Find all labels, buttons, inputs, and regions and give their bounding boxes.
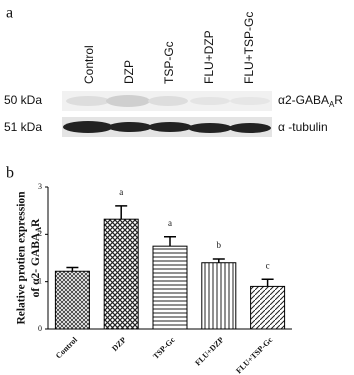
x-tick-label: Control (54, 335, 80, 361)
error-bar (115, 205, 128, 220)
annotation: c (266, 260, 270, 270)
x-tick-label: FLU+DZP (193, 335, 225, 367)
bands-top (66, 95, 270, 107)
annotation: b (217, 240, 222, 250)
error-bar (66, 266, 79, 272)
bar (152, 245, 188, 330)
annotation: a (168, 218, 172, 228)
row-label: α -tubulin (278, 120, 328, 134)
bar (54, 270, 90, 330)
row-size: 50 kDa (4, 93, 42, 107)
panel-label: b (6, 165, 14, 182)
lane-label: Control (82, 45, 96, 84)
lane-label: TSP-Gc (162, 41, 176, 84)
lane-label: FLU+DZP (202, 30, 216, 84)
y-label: of α2- GABAAR (30, 218, 43, 297)
x-tick-label: FLU+TSP-Gc (234, 335, 274, 375)
y-tick-label: 1 (38, 276, 42, 285)
y-tick-label: 3 (38, 182, 42, 191)
lane-label: FLU+TSP-Gc (242, 12, 256, 84)
y-label: Relative protien expression (16, 191, 28, 325)
bar (250, 285, 286, 330)
bar (103, 218, 139, 330)
bands-bottom (63, 121, 271, 133)
x-tick-label: DZP (110, 335, 128, 353)
y-tick-label: 0 (38, 324, 42, 333)
row-label: α2-GABAAR (278, 93, 343, 109)
error-bar (164, 235, 176, 247)
bar (201, 262, 237, 330)
annotation: a (119, 187, 123, 197)
panel-label: a (6, 5, 13, 22)
row-size: 51 kDa (4, 120, 42, 134)
y-tick-label: 2 (38, 229, 42, 238)
x-tick-label: TSP-Gc (151, 335, 177, 361)
error-bar (212, 258, 225, 263)
error-bar (261, 278, 274, 287)
lane-label: DZP (122, 60, 136, 84)
